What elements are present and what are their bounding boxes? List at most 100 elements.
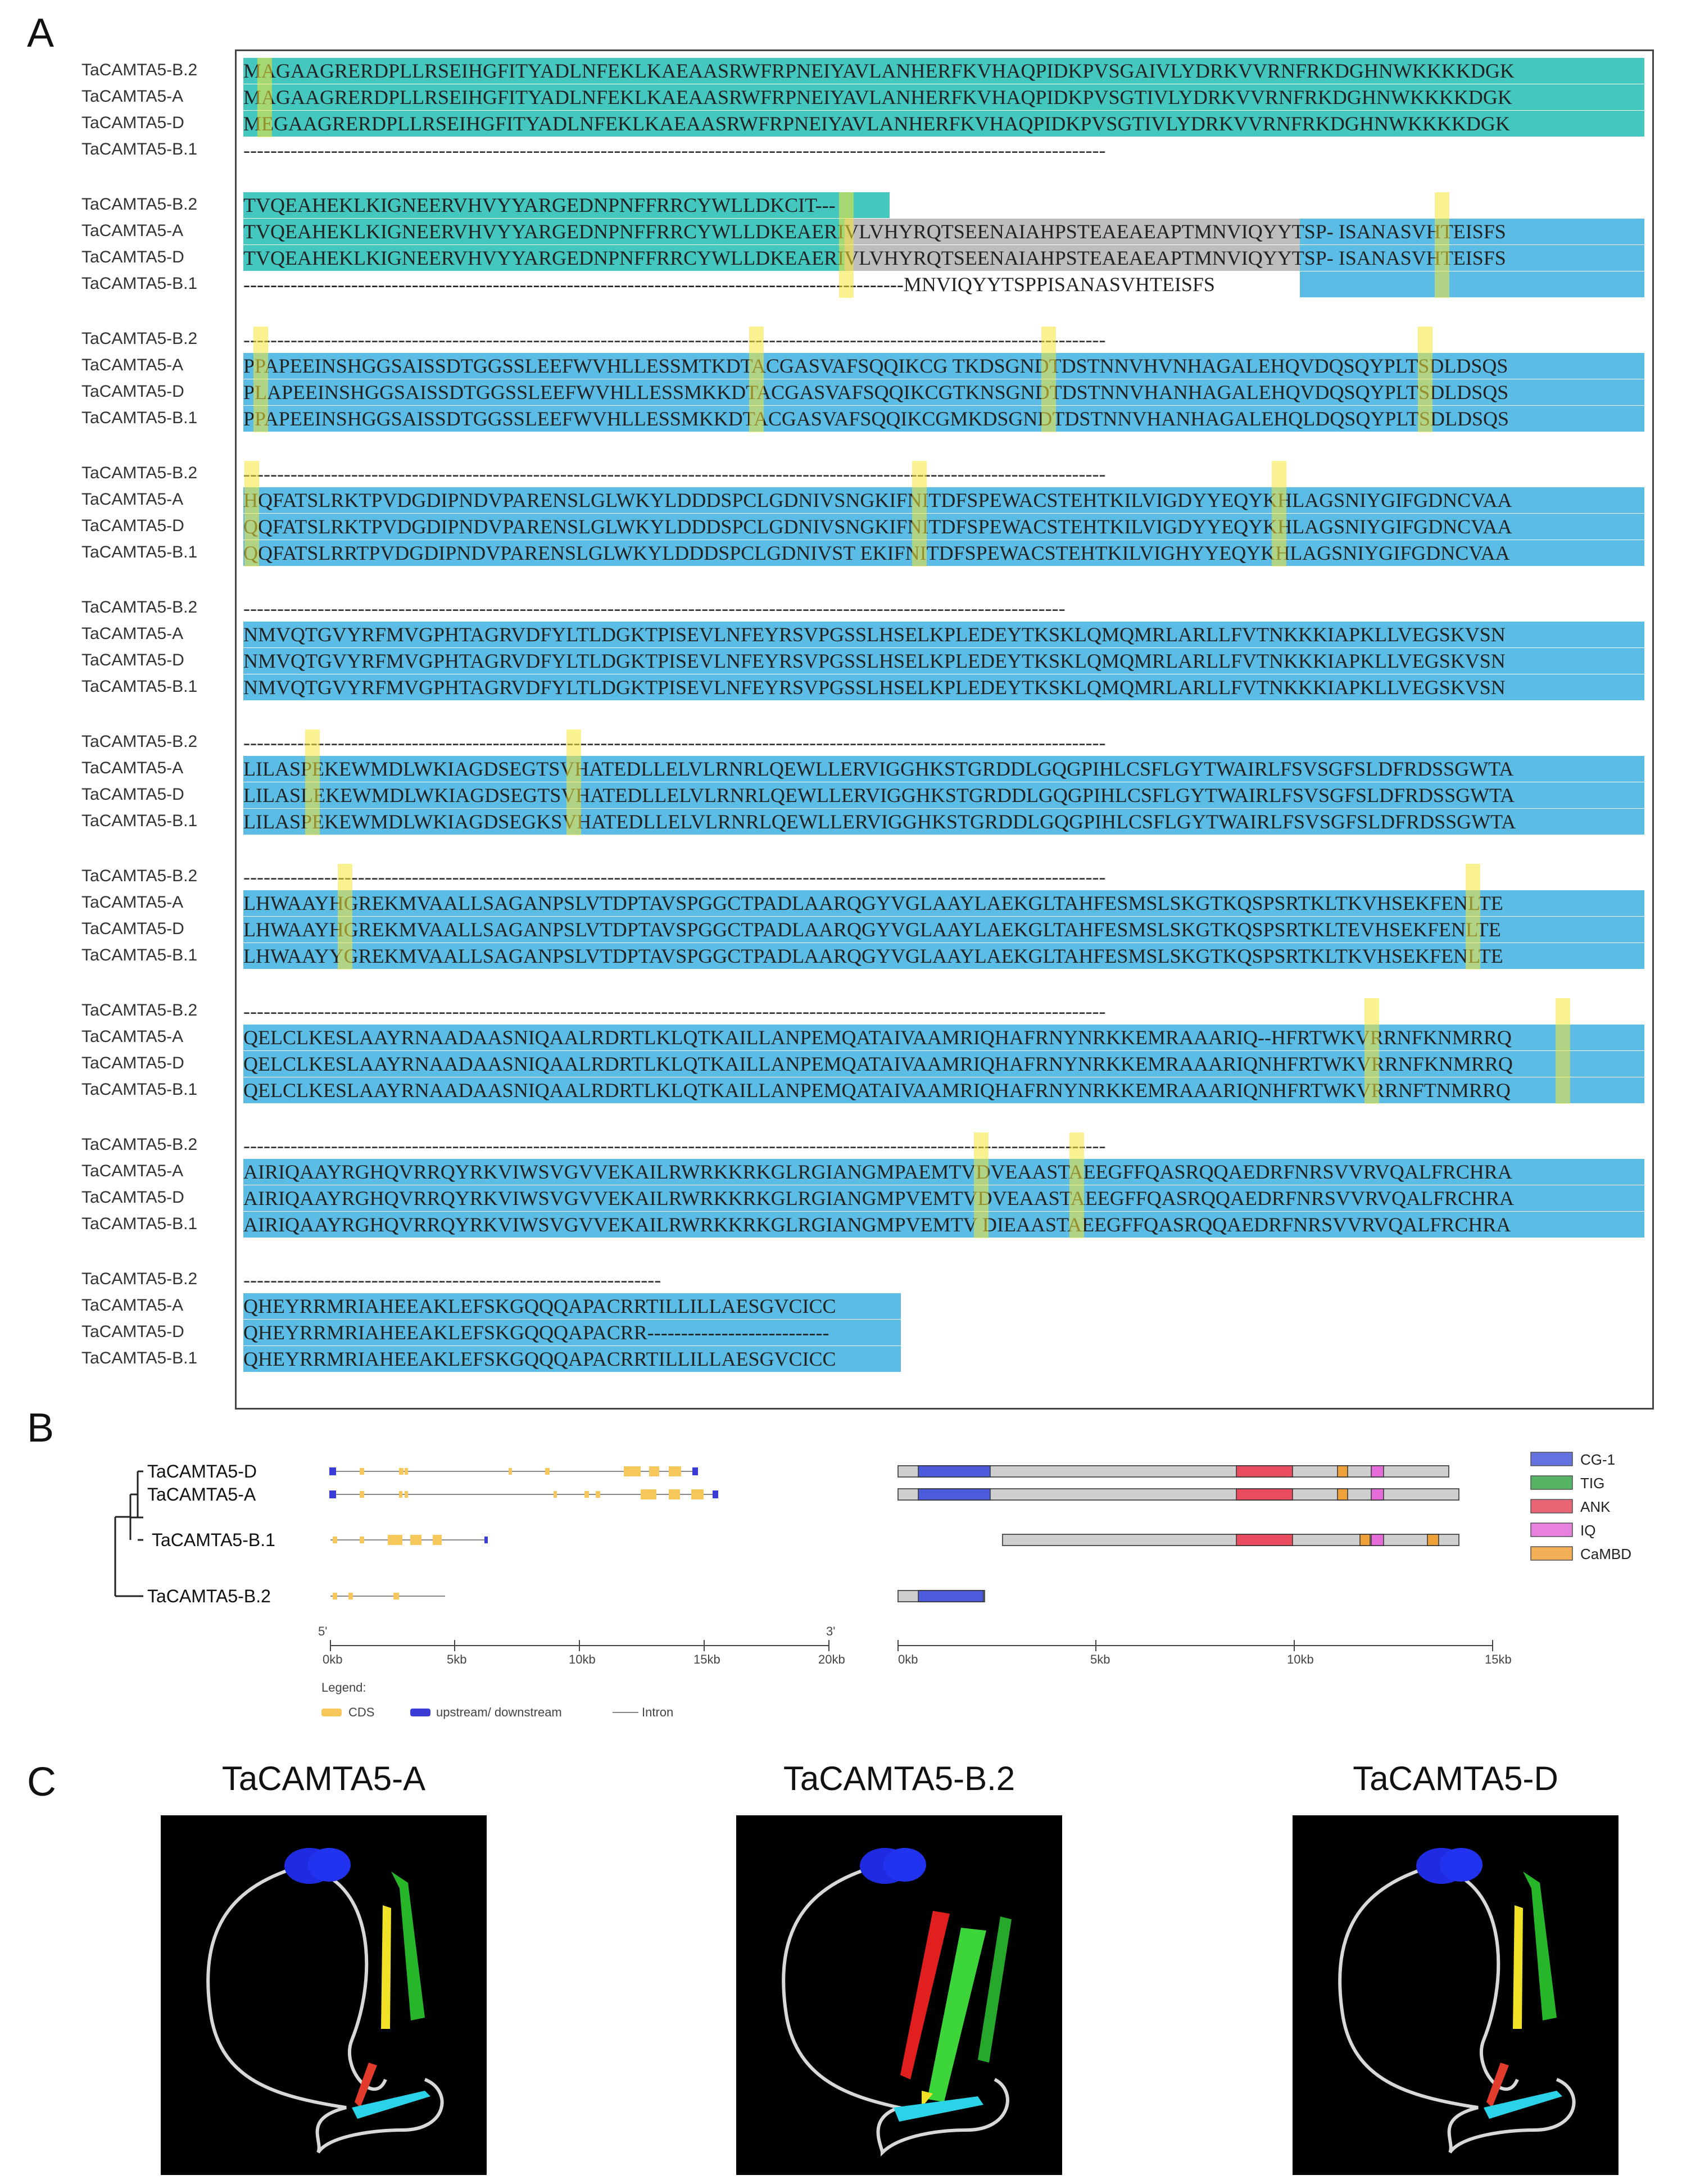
alignment-seq-line: MEGAAGRERDPLLRSEIHGFITYADLNFEKLKAEAASRWF…: [243, 111, 1644, 137]
alignment-seq-label: TaCAMTA5-A: [81, 87, 184, 106]
structure-image-b2: [736, 1815, 1062, 2175]
alignment-seq-label: TaCAMTA5-D: [81, 1188, 184, 1207]
alignment-variant-highlight: [1556, 998, 1570, 1104]
alignment-seq-line: LHWAAYHGREKMVAALLSAGANPSLVTDPTAVSPGGCTPA…: [243, 917, 1644, 943]
alignment-variant-highlight: [1418, 327, 1432, 432]
structure-title-b2: TaCAMTA5-B.2: [783, 1760, 1015, 1797]
alignment-seq-label: TaCAMTA5-A: [81, 1027, 184, 1046]
alignment-seq-label: TaCAMTA5-D: [81, 785, 184, 804]
gene-axis: [330, 1640, 829, 1651]
alignment-seq-label: TaCAMTA5-B.1: [81, 1215, 198, 1233]
cambd-legend-label: CaMBD: [1580, 1546, 1631, 1562]
ank-legend-swatch: [1530, 1499, 1573, 1514]
gene-axis-tick-5: 5kb: [447, 1652, 466, 1666]
alignment-seq-line: ----------------------------------------…: [243, 328, 1106, 351]
alignment-seq-label: TaCAMTA5-B.2: [81, 329, 198, 348]
panel-label-a: A: [27, 11, 55, 56]
alignment-seq-label: TaCAMTA5-B.1: [81, 812, 198, 830]
alignment-seq-label: TaCAMTA5-D: [81, 919, 184, 938]
alignment-seq-label: TaCAMTA5-D: [81, 114, 184, 132]
alignment-seq-line: ----------------------------------------…: [243, 1134, 1106, 1157]
alignment-seq-line: ----------------------------------------…: [243, 597, 1066, 619]
alignment-seq-label: TaCAMTA5-B.1: [81, 543, 198, 561]
alignment-seq-label: TaCAMTA5-A: [81, 759, 184, 777]
alignment-seq-label: TaCAMTA5-B.2: [81, 1001, 198, 1019]
alignment-seq-line: ----------------------------------------…: [243, 271, 1644, 297]
cambd-legend-swatch: [1530, 1546, 1573, 1561]
alignment-seq-label: TaCAMTA5-A: [81, 221, 184, 240]
gene-axis-5prime: 5': [318, 1624, 327, 1638]
alignment-seq-line: AIRIQAAYRGHQVRRQYRKVIWSVGVVEKAILRWRKKRKG…: [243, 1212, 1644, 1238]
tree-label-b1: TaCAMTA5-B.1: [152, 1530, 275, 1550]
alignment-seq-line: QELCLKESLAAYRNAADAASNIQAALRDRTLKLQTKAILL…: [243, 1077, 1644, 1103]
domain-axis-tick-0: 0kb: [898, 1652, 918, 1666]
alignment-seq-line: LILASLEKEWMDLWKIAGDSEGTSVHATEDLLELVLRNRL…: [243, 782, 1644, 808]
alignment-seq-line: ----------------------------------------…: [243, 731, 1106, 754]
structure-image-d: [1293, 1815, 1618, 2175]
structure-title-a: TaCAMTA5-A: [221, 1760, 426, 1797]
alignment-seq-label: TaCAMTA5-B.1: [81, 946, 198, 964]
alignment-seq-label: TaCAMTA5-D: [81, 1322, 184, 1341]
alignment-seq-line: TVQEAHEKLKIGNEERVHVYYARGEDNPNFFRRCYWLLDK…: [243, 219, 1644, 244]
alignment-variant-highlight: [974, 1132, 989, 1238]
alignment-seq-label: TaCAMTA5-B.1: [81, 409, 198, 427]
alignment-seq-line: AIRIQAAYRGHQVRRQYRKVIWSVGVVEKAILRWRKKRKG…: [243, 1159, 1644, 1185]
alignment-seq-label: TaCAMTA5-B.2: [81, 61, 198, 79]
panel-label-b: B: [27, 1406, 55, 1451]
gene-axis-tick-20: 20kb: [818, 1652, 845, 1666]
iq-legend-label: IQ: [1580, 1522, 1595, 1539]
alignment-seq-line: PLAPEEINSHGGSAISSDTGGSSLEEFWVHLLESSMKKDT…: [243, 379, 1644, 405]
alignment-seq-line: AIRIQAAYRGHQVRRQYRKVIWSVGVVEKAILRWRKKRKG…: [243, 1185, 1644, 1211]
alignment-seq-line: QQFATSLRKTPVDGDIPNDVPARENSLGLWKYLDDDSPCL…: [243, 514, 1644, 540]
tree-label-a: TaCAMTA5-A: [147, 1484, 256, 1505]
alignment-seq-line: TVQEAHEKLKIGNEERVHVYYARGEDNPNFFRRCYWLLDK…: [243, 245, 1644, 271]
alignment-seq-label: TaCAMTA5-B.2: [81, 195, 198, 214]
alignment-variant-highlight: [305, 729, 320, 835]
alignment-seq-label: TaCAMTA5-D: [81, 382, 184, 401]
alignment-seq-line: QELCLKESLAAYRNAADAASNIQAALRDRTLKLQTKAILL…: [243, 1025, 1644, 1050]
structure-image-a: [161, 1815, 487, 2175]
alignment-seq-label: TaCAMTA5-B.2: [81, 464, 198, 482]
alignment-seq-line: MAGAAGRERDPLLRSEIHGFITYADLNFEKLKAEAASRWF…: [243, 58, 1644, 84]
alignment-seq-label: TaCAMTA5-A: [81, 1296, 184, 1315]
alignment-seq-line: ----------------------------------------…: [243, 1000, 1106, 1022]
tig-legend-swatch: [1530, 1475, 1573, 1490]
alignment-seq-line: QHEYRRMRIAHEEAKLEFSKGQQQAPACRRTILLILLAES…: [243, 1293, 901, 1319]
gene-axis-3prime: 3': [826, 1624, 835, 1638]
cds-legend-swatch: [321, 1709, 342, 1716]
alignment-seq-line: PPAPEEINSHGGSAISSDTGGSSLEEFWVHLLESSMTKDT…: [243, 353, 1644, 379]
alignment-seq-line: NMVQTGVYRFMVGPHTAGRVDFYLTLDGKTPISEVLNFEY…: [243, 622, 1644, 647]
alignment-seq-label: TaCAMTA5-B.1: [81, 140, 198, 158]
alignment-seq-line: ----------------------------------------…: [243, 1268, 661, 1291]
alignment-seq-label: TaCAMTA5-D: [81, 248, 184, 266]
alignment-seq-label: TaCAMTA5-B.2: [81, 1135, 198, 1154]
alignment-seq-line: LHWAAYYGREKMVAALLSAGANPSLVTDPTAVSPGGCTPA…: [243, 943, 1644, 969]
tig-legend-label: TIG: [1580, 1475, 1604, 1492]
alignment-seq-line: NMVQTGVYRFMVGPHTAGRVDFYLTLDGKTPISEVLNFEY…: [243, 674, 1644, 700]
alignment-variant-highlight: [257, 58, 272, 137]
alignment-seq-line: QHEYRRMRIAHEEAKLEFSKGQQQAPACRRTILLILLAES…: [243, 1346, 901, 1372]
alignment-seq-line: LILASPEKEWMDLWKIAGDSEGKSVHATEDLLELVLRNRL…: [243, 809, 1644, 835]
domain-axis: [897, 1640, 1493, 1651]
alignment-seq-label: TaCAMTA5-A: [81, 490, 184, 509]
alignment-seq-line: ----------------------------------------…: [243, 139, 1106, 161]
tree-label-d: TaCAMTA5-D: [147, 1461, 257, 1481]
cds-legend-label: CDS: [348, 1705, 374, 1719]
panel-label-c: C: [27, 1760, 56, 1805]
gene-structure-panel: TaCAMTA5-D TaCAMTA5-A TaCAMTA5-B.1 TaCAM…: [0, 1428, 1682, 1742]
structure-title-d: TaCAMTA5-D: [1353, 1760, 1558, 1797]
protein-structure-panel: TaCAMTA5-A TaCAMTA5-B.2 TaCAMTA5-D: [0, 1748, 1682, 2184]
alignment-variant-highlight: [244, 461, 259, 567]
alignment-panel: MAGAAGRERDPLLRSEIHGFITYADLNFEKLKAEAASRWF…: [235, 49, 1654, 1410]
alignment-seq-line: PPAPEEINSHGGSAISSDTGGSSLEEFWVHLLESSMKKDT…: [243, 406, 1644, 432]
alignment-variant-highlight: [749, 327, 764, 432]
upstream-legend-label: upstream/ downstream: [436, 1705, 562, 1719]
alignment-variant-highlight: [253, 327, 268, 432]
gene-models: [329, 1466, 718, 1600]
alignment-seq-line: QHEYRRMRIAHEEAKLEFSKGQQQAPACRR----------…: [243, 1320, 901, 1345]
alignment-seq-line: TVQEAHEKLKIGNEERVHVYYARGEDNPNFFRRCYWLLDK…: [243, 192, 890, 218]
tree-label-b2: TaCAMTA5-B.2: [147, 1586, 271, 1606]
alignment-seq-label: TaCAMTA5-B.1: [81, 1080, 198, 1099]
alignment-seq-line: QELCLKESLAAYRNAADAASNIQAALRDRTLKLQTKAILL…: [243, 1051, 1644, 1077]
domain-axis-tick-5: 5kb: [1090, 1652, 1110, 1666]
